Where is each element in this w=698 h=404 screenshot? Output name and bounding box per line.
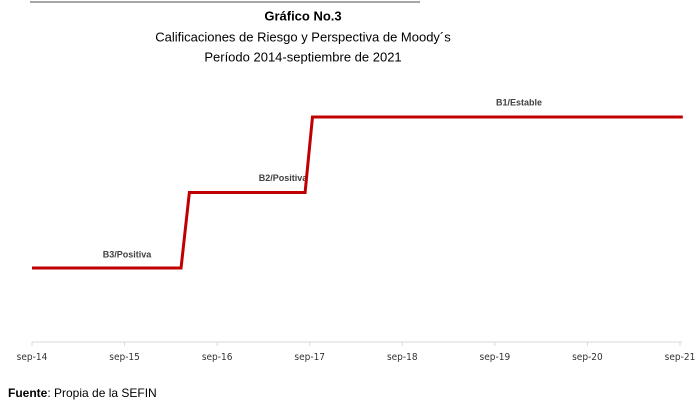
x-tick-label: sep-16 [202, 352, 233, 363]
chart-subtitle: Período 2014-septiembre de 2021 [204, 49, 401, 64]
x-tick-label: sep-17 [294, 352, 325, 363]
x-tick-label: sep-19 [480, 352, 511, 363]
x-tick-label: sep-18 [387, 352, 418, 363]
x-tick-label: sep-21 [665, 352, 696, 363]
x-tick-label: sep-14 [17, 352, 48, 363]
source-label: Fuente [8, 386, 48, 400]
chart-title: Gráfico No.3 [264, 8, 341, 23]
x-tick-label: sep-15 [109, 352, 140, 363]
source-text: : Propia de la SEFIN [47, 386, 156, 400]
rating-line [32, 115, 683, 270]
x-tick-label: sep-20 [572, 352, 603, 363]
source: Fuente: Propia de la SEFIN [8, 386, 157, 400]
chart-subtitle: Calificaciones de Riesgo y Perspectiva d… [155, 29, 451, 44]
level-label: B3/Positiva [103, 249, 153, 259]
level-label: B2/Positiva [259, 173, 309, 183]
level-label: B1/Estable [496, 97, 542, 107]
